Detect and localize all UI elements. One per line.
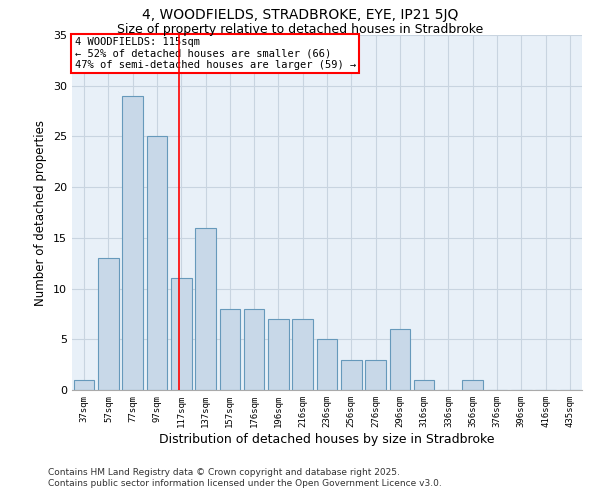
Y-axis label: Number of detached properties: Number of detached properties bbox=[34, 120, 47, 306]
Bar bbox=[292, 319, 313, 390]
Bar bbox=[365, 360, 386, 390]
Bar bbox=[341, 360, 362, 390]
Text: 4, WOODFIELDS, STRADBROKE, EYE, IP21 5JQ: 4, WOODFIELDS, STRADBROKE, EYE, IP21 5JQ bbox=[142, 8, 458, 22]
Text: Size of property relative to detached houses in Stradbroke: Size of property relative to detached ho… bbox=[117, 22, 483, 36]
Bar bbox=[244, 309, 265, 390]
Bar bbox=[268, 319, 289, 390]
Bar bbox=[74, 380, 94, 390]
Bar bbox=[98, 258, 119, 390]
Bar bbox=[146, 136, 167, 390]
Bar bbox=[317, 340, 337, 390]
Bar bbox=[122, 96, 143, 390]
Text: Contains HM Land Registry data © Crown copyright and database right 2025.
Contai: Contains HM Land Registry data © Crown c… bbox=[48, 468, 442, 487]
Text: 4 WOODFIELDS: 115sqm
← 52% of detached houses are smaller (66)
47% of semi-detac: 4 WOODFIELDS: 115sqm ← 52% of detached h… bbox=[74, 37, 356, 70]
Bar bbox=[220, 309, 240, 390]
Bar bbox=[389, 329, 410, 390]
Bar bbox=[463, 380, 483, 390]
Bar bbox=[195, 228, 216, 390]
Bar bbox=[414, 380, 434, 390]
Bar bbox=[171, 278, 191, 390]
X-axis label: Distribution of detached houses by size in Stradbroke: Distribution of detached houses by size … bbox=[159, 432, 495, 446]
